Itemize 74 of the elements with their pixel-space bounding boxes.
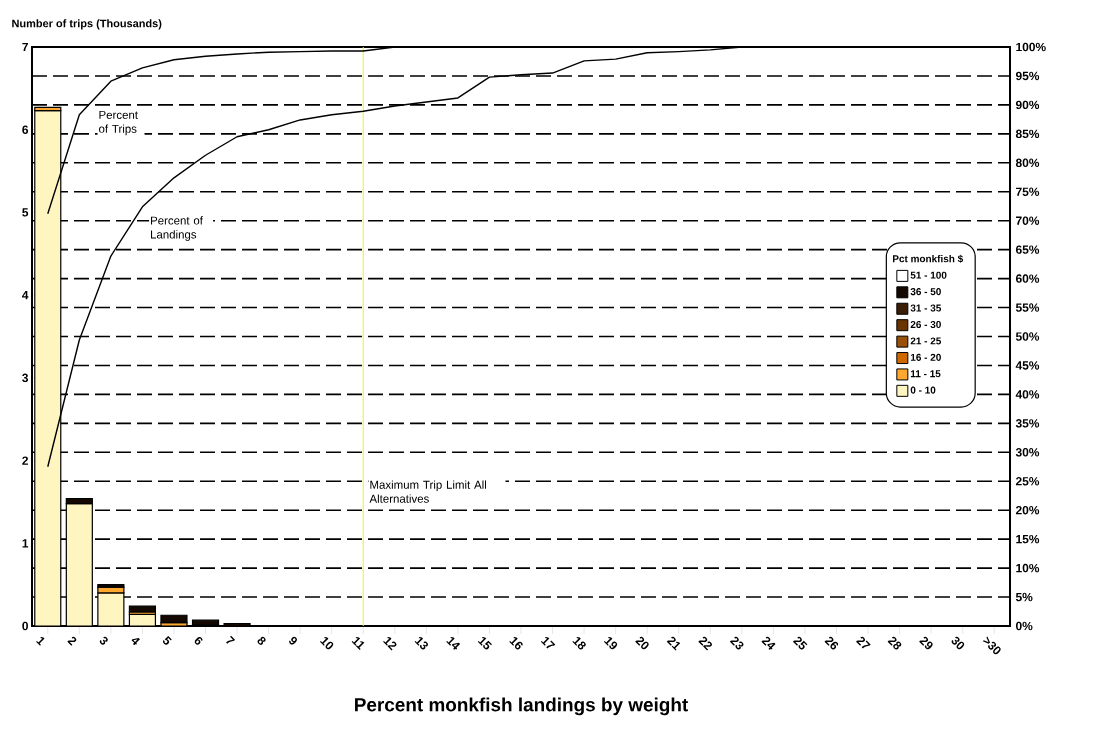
x-tick-label: 24 (761, 636, 776, 650)
x-tick-label: 30 (951, 636, 965, 650)
x-tick-label: 11 (351, 636, 365, 650)
x-tick-label: 18 (572, 637, 586, 650)
x-tick-label: 5 (162, 636, 172, 645)
legend-label: 31 - 35 (910, 304, 942, 312)
y-tick-label: 6 (22, 125, 29, 134)
x-tick-label: 2 (67, 636, 77, 646)
y2-tick-label: 25% (1015, 477, 1040, 486)
y-axis-title: Number of trips (Thousands) (12, 19, 162, 30)
y-tick-label: 1 (22, 539, 29, 548)
x-tick-label: 20 (635, 636, 649, 650)
y-tick-label: 2 (22, 456, 28, 465)
y2-tick-label: 55% (1015, 303, 1040, 312)
legend-label: 21 - 25 (910, 337, 942, 345)
y2-tick-label: 40% (1015, 390, 1040, 399)
ref-line-label: Maximum Trip Limit All Alternatives (369, 480, 487, 503)
x-tick-label: 6 (194, 637, 203, 645)
y2-tick-label: 95% (1015, 71, 1040, 81)
x-tick-label: 16 (509, 637, 523, 650)
x-tick-label: 29 (919, 636, 933, 650)
x-tick-label: 12 (383, 637, 397, 651)
y2-tick-label: 100% (1016, 42, 1046, 52)
x-tick-label: 17 (540, 636, 556, 649)
legend-label: 51 - 100 (910, 271, 947, 279)
y2-tick-label: 90% (1015, 100, 1040, 110)
y2-tick-label: 70% (1016, 216, 1040, 225)
y2-tick-label: 80% (1015, 158, 1040, 168)
x-tick-label: 27 (856, 636, 871, 649)
x-tick-label: 1 (36, 636, 45, 646)
series-label: Percent of Landings (151, 216, 203, 241)
x-tick-label: 9 (289, 636, 297, 645)
y-tick-label: 0 (22, 621, 28, 631)
y2-tick-label: 35% (1015, 419, 1040, 428)
legend-label: 11 - 15 (910, 370, 941, 378)
y2-tick-label: 10% (1016, 563, 1040, 573)
legend-label: 26 - 30 (910, 320, 941, 329)
x-tick-label: 7 (226, 635, 236, 644)
x-tick-label: 13 (414, 637, 429, 650)
y-tick-label: 7 (22, 42, 28, 52)
legend-label: 16 - 20 (910, 353, 941, 361)
x-tick-label: >30 (982, 636, 1001, 655)
x-tick-label: 28 (887, 636, 902, 650)
x-tick-label: 22 (698, 636, 712, 651)
legend-title: Pct monkfish $ (892, 254, 964, 263)
y2-tick-label: 15% (1016, 534, 1040, 544)
y-tick-label: 3 (22, 373, 29, 383)
x-tick-label: 4 (131, 638, 140, 646)
legend-label: 0 - 10 (910, 386, 936, 394)
y2-tick-label: 60% (1015, 274, 1040, 283)
x-tick-label: 25 (792, 636, 808, 650)
y2-tick-label: 45% (1015, 361, 1040, 370)
x-tick-label: 21 (666, 636, 681, 651)
legend-label: 36 - 50 (910, 288, 941, 296)
x-tick-label: 26 (824, 636, 839, 650)
y2-tick-label: 20% (1015, 505, 1040, 515)
y-tick-label: 4 (22, 291, 29, 300)
x-tick-label: 14 (446, 636, 461, 650)
y2-tick-label: 85% (1015, 129, 1040, 139)
x-tick-label: 15 (477, 636, 492, 650)
x-tick-label: 8 (257, 636, 266, 645)
series-label: Percent of Trips (99, 110, 138, 136)
x-tick-label: 19 (603, 637, 618, 650)
x-tick-label: 3 (99, 636, 108, 645)
x-tick-label: 23 (729, 636, 744, 650)
x-tick-label: 10 (319, 637, 334, 650)
y2-tick-label: 0% (1016, 621, 1033, 631)
y-tick-label: 5 (22, 208, 29, 217)
y2-tick-label: 65% (1015, 245, 1040, 254)
y2-tick-label: 50% (1015, 332, 1040, 341)
y2-tick-label: 5% (1015, 592, 1033, 602)
y2-tick-label: 75% (1016, 187, 1040, 196)
x-axis-title: Percent monkfish landings by weight (355, 697, 688, 716)
y2-tick-label: 30% (1015, 448, 1040, 457)
